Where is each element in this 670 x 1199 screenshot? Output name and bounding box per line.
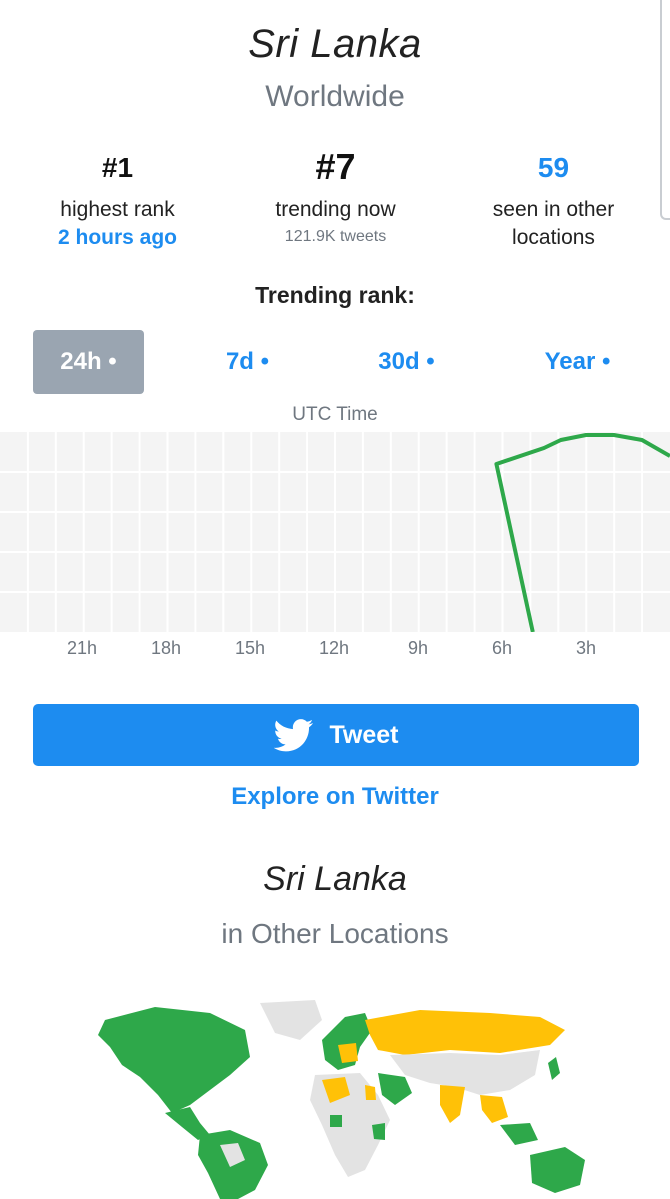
map-indonesia[interactable] [500, 1123, 538, 1145]
map-japan[interactable] [548, 1057, 560, 1080]
map-india[interactable] [440, 1085, 465, 1123]
world-map[interactable] [60, 995, 620, 1199]
map-australia[interactable] [530, 1147, 585, 1193]
x-tick-label: 15h [234, 638, 266, 658]
map-russia[interactable] [365, 1010, 565, 1055]
x-tick-label: 12h [318, 638, 350, 658]
trend-title: Sri Lanka [248, 22, 422, 66]
highest-rank-value: #1 [101, 152, 134, 183]
range-7d-button[interactable]: 7d • [225, 348, 270, 375]
x-tick-label: 6h [491, 638, 513, 658]
other-locations-label-2: locations [512, 226, 595, 249]
stat-trending-now: #7 trending now 121.9K tweets [224, 146, 447, 246]
x-tick-label: 21h [66, 638, 98, 658]
other-locations-label-1: seen in other [492, 198, 615, 221]
map-egypt[interactable] [365, 1085, 376, 1100]
explore-on-twitter-link[interactable]: Explore on Twitter [231, 783, 439, 810]
range-30d-button[interactable]: 30d • [378, 348, 435, 375]
range-year-button[interactable]: Year • [544, 348, 611, 375]
scrollbar-edge[interactable] [660, 0, 670, 220]
map-europe-west[interactable] [322, 1013, 372, 1070]
stat-highest-rank: #1 highest rank 2 hours ago [6, 152, 229, 252]
twitter-bird-icon [273, 718, 313, 751]
trending-rank-chart [0, 432, 670, 632]
x-tick-label: 3h [575, 638, 597, 658]
map-central-america[interactable] [165, 1107, 210, 1140]
map-north-america[interactable] [98, 1007, 250, 1113]
series-line-rank [494, 433, 670, 632]
x-tick-label: 18h [150, 638, 182, 658]
map-southeast-asia[interactable] [480, 1095, 508, 1123]
map-south-america-region[interactable] [220, 1143, 245, 1167]
highest-rank-label: highest rank [60, 198, 175, 221]
chart-x-axis-title: UTC Time [292, 404, 378, 425]
map-greenland[interactable] [260, 1000, 322, 1040]
map-west-africa[interactable] [330, 1115, 342, 1127]
trending-now-label: trending now [275, 198, 396, 221]
locations-subtitle: in Other Locations [221, 918, 449, 949]
trending-now-value: #7 [315, 146, 356, 187]
stat-other-locations[interactable]: 59 seen in other locations [442, 152, 665, 252]
chart-grid [0, 432, 670, 632]
map-middle-east[interactable] [378, 1073, 412, 1105]
tweet-count: 121.9K tweets [284, 228, 387, 245]
tweet-button-label: Tweet [329, 720, 399, 749]
other-locations-count[interactable]: 59 [537, 152, 570, 183]
map-east-africa[interactable] [372, 1123, 385, 1140]
x-tick-label: 9h [407, 638, 429, 658]
map-europe-central[interactable] [338, 1043, 358, 1063]
map-north-africa[interactable] [322, 1077, 350, 1103]
tweet-button[interactable]: Tweet [33, 704, 639, 766]
trend-location: Worldwide [265, 80, 405, 113]
range-24h-button[interactable]: 24h • [33, 330, 144, 394]
map-asia[interactable] [390, 1050, 540, 1095]
trending-rank-heading: Trending rank: [255, 282, 415, 308]
locations-title: Sri Lanka [263, 860, 407, 898]
highest-rank-time: 2 hours ago [57, 226, 178, 249]
